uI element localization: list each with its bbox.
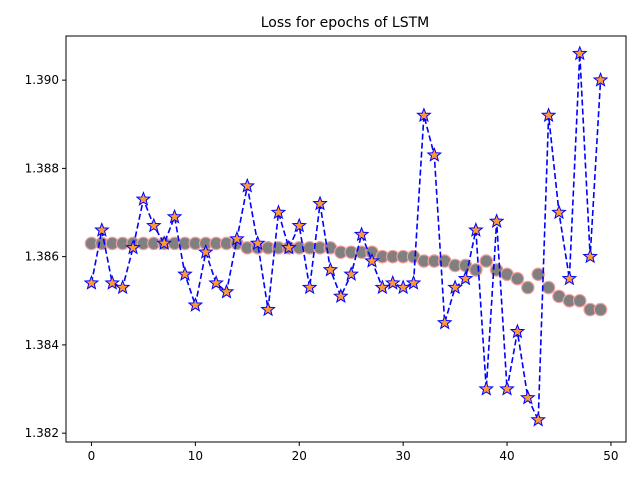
- star-point: [239, 177, 256, 193]
- circle-point: [510, 271, 525, 286]
- y-tick-label: 1.386: [25, 250, 59, 264]
- star-point: [561, 270, 578, 286]
- chart-title: Loss for epochs of LSTM: [261, 15, 430, 31]
- axis-layer: 0 10 20 30 40 50 1.382 1.384 1.386 1.388 1.390: [25, 73, 619, 463]
- circle-point: [521, 280, 535, 295]
- y-tick-label: 1.382: [25, 426, 59, 440]
- star-point: [364, 252, 380, 268]
- star-point: [592, 71, 609, 87]
- x-tick-label: 10: [188, 449, 203, 463]
- star-point: [94, 221, 110, 237]
- series-layer: [83, 45, 609, 427]
- star-point: [499, 380, 515, 396]
- star-point: [353, 226, 370, 242]
- star-point: [416, 107, 432, 123]
- star-point: [312, 195, 328, 211]
- x-tick-label: 20: [292, 449, 307, 463]
- star-point: [125, 239, 141, 255]
- star-point: [426, 146, 443, 162]
- star-point: [530, 411, 546, 427]
- star-point: [104, 274, 121, 290]
- star-point: [249, 235, 266, 251]
- star-point: [333, 288, 349, 304]
- star-point: [218, 283, 235, 299]
- star-point: [197, 244, 214, 259]
- star-point: [177, 266, 193, 281]
- star-point: [582, 248, 598, 264]
- star-point: [291, 217, 308, 233]
- star-point: [488, 213, 505, 228]
- star-point: [187, 297, 204, 312]
- star-point: [208, 274, 224, 290]
- star-point: [374, 279, 391, 295]
- star-point: [260, 301, 276, 317]
- circle-point: [531, 267, 546, 282]
- star-point: [395, 279, 411, 295]
- circle-point: [541, 280, 556, 295]
- x-tick-label: 40: [499, 449, 514, 463]
- star-point: [540, 107, 557, 123]
- y-tick-label: 1.388: [25, 161, 59, 175]
- star-point: [468, 221, 484, 237]
- star-point: [166, 208, 183, 224]
- plot-frame: [65, 35, 627, 443]
- circle-point: [572, 293, 587, 308]
- dashed-series-line: [90, 53, 602, 421]
- star-point: [343, 266, 359, 281]
- circle-point: [469, 263, 483, 277]
- star-point: [447, 279, 463, 295]
- star-point: [322, 261, 339, 277]
- circle-point: [479, 254, 494, 268]
- star-point: [384, 274, 401, 290]
- x-tick-label: 0: [88, 449, 96, 463]
- star-point: [301, 279, 318, 295]
- star-point: [405, 274, 422, 290]
- star-point: [114, 279, 131, 295]
- star-point: [281, 239, 297, 255]
- x-tick-label: 30: [396, 449, 411, 463]
- star-point: [571, 45, 588, 61]
- star-point: [146, 217, 162, 233]
- star-point: [520, 389, 536, 405]
- star-point: [551, 204, 567, 220]
- y-tick-label: 1.384: [25, 338, 59, 352]
- x-tick-label: 50: [603, 449, 618, 463]
- star-point: [83, 274, 100, 290]
- circle-point: [593, 302, 608, 317]
- y-tick-label: 1.390: [25, 73, 59, 87]
- star-point: [135, 191, 152, 206]
- star-point: [156, 235, 172, 251]
- star-point: [457, 270, 474, 286]
- star-point: [509, 323, 526, 339]
- star-point: [478, 380, 495, 396]
- star-point: [270, 204, 287, 220]
- star-point: [229, 230, 245, 246]
- star-point: [436, 314, 453, 330]
